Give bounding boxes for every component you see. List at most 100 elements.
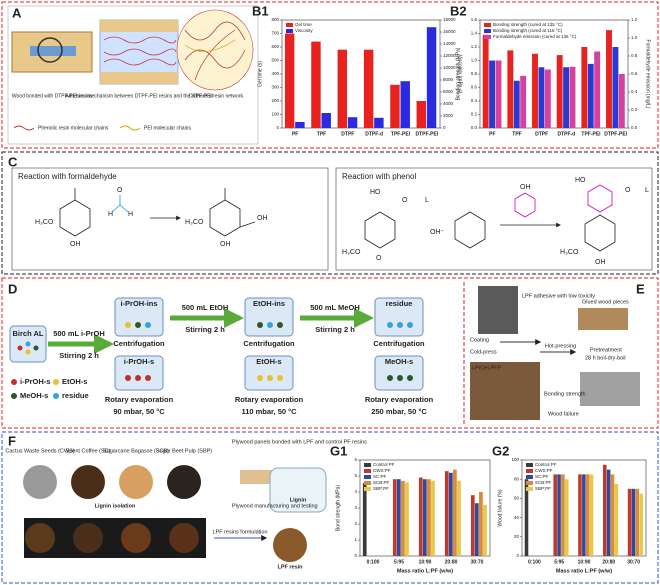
- x-tick-label: DTPF: [535, 131, 548, 137]
- chart-label: B1: [252, 3, 269, 18]
- bar: [538, 67, 545, 128]
- flow-label: MeOH-s: [385, 357, 413, 366]
- bar: [426, 27, 437, 129]
- f-label: Lignin isolation: [95, 503, 136, 509]
- legend-label: Viscosity: [295, 28, 313, 33]
- atom: OH: [70, 241, 81, 248]
- bar: [448, 472, 453, 556]
- y2-tick-label: 0.8: [631, 53, 638, 58]
- x-tick-label: 5:95: [554, 559, 564, 565]
- legend-label: Formaldehyde emission (cured at 135 °C): [493, 34, 577, 39]
- x-tick-label: 20:80: [445, 559, 458, 565]
- x-tick-label: PF: [489, 131, 495, 137]
- e-label: Glued wood pieces: [582, 299, 629, 305]
- y-axis-label: Gel time (s): [257, 61, 263, 87]
- y-tick-label: 700: [271, 31, 279, 36]
- e-label: Cold-press: [470, 349, 497, 355]
- flow-label: 90 mbar, 50 °C: [113, 407, 165, 416]
- y-axis-label: Bonding strength (MPa): [455, 47, 461, 100]
- bar: [295, 122, 305, 128]
- bar: [520, 75, 527, 128]
- x-tick-label: DTPF-d: [365, 131, 383, 137]
- bar: [594, 51, 601, 128]
- y-tick-label: 60: [514, 496, 520, 501]
- bar: [606, 469, 611, 556]
- legend-label: Control PF: [373, 462, 395, 467]
- e-label: Coating: [470, 337, 489, 343]
- legend-swatch: [286, 29, 293, 33]
- caption: Adhesion mechanism between DTPF-PEI resi…: [65, 93, 213, 99]
- legend-label: CWS:PF: [373, 468, 391, 473]
- legend-label: SCB:PF: [535, 480, 552, 485]
- y-tick-label: 6: [354, 457, 357, 462]
- bar: [390, 84, 400, 128]
- magnifier: [37, 37, 63, 63]
- y-tick-label: 3: [354, 505, 357, 510]
- bar: [401, 480, 405, 556]
- x-tick-label: DTPF-PEI: [604, 131, 627, 137]
- atom: H₃CO: [35, 219, 54, 226]
- bar: [392, 479, 397, 556]
- flow-label: EtOH-ins: [253, 299, 285, 308]
- flow-label: Stirring 2 h: [59, 351, 99, 360]
- resin-chains: [103, 36, 177, 66]
- y2-tick-label: 8000: [443, 77, 454, 82]
- y-tick-label: 0.0: [471, 125, 478, 130]
- y2-axis-label: Viscosity (mPa·s): [457, 55, 463, 94]
- y2-tick-label: 4000: [443, 101, 454, 106]
- e-label: 28 h boil-dry-boil: [585, 355, 626, 361]
- molecules: [59, 184, 616, 252]
- panel-label: A: [12, 5, 22, 20]
- e-label: Bonding strength: [544, 391, 586, 397]
- bar: [347, 117, 358, 128]
- flow-label: i-PrOH-s: [124, 357, 154, 366]
- bar: [495, 60, 502, 128]
- y2-tick-label: 6000: [443, 89, 454, 94]
- atom: L: [425, 197, 429, 204]
- bar: [444, 471, 449, 556]
- bar: [553, 474, 557, 556]
- y-tick-label: 80: [514, 476, 520, 481]
- y-tick-label: 100: [271, 112, 279, 117]
- x-tick-label: 0:100: [528, 559, 541, 565]
- y2-tick-label: 0.6: [631, 71, 638, 76]
- legend-label: Phenolic resin molecular chains: [38, 125, 109, 131]
- y-tick-label: 300: [271, 85, 279, 90]
- reaction-title: Reaction with formaldehyde: [18, 172, 117, 181]
- legend-label: Gel time: [295, 22, 312, 27]
- atom: O: [117, 187, 123, 194]
- e-label: Hot-pressing: [545, 343, 576, 349]
- legend-swatch: [13, 125, 35, 131]
- y-tick-label: 100: [511, 457, 519, 462]
- y-tick-label: 800: [271, 17, 279, 22]
- x-axis-label: Mass ratio L:PF (w/w): [556, 568, 612, 574]
- x-tick-label: DTPF-PEI: [415, 131, 438, 137]
- legend-label: SC:PF: [535, 474, 549, 479]
- bar: [337, 49, 348, 129]
- y2-tick-label: 1.0: [631, 35, 638, 40]
- legend-label: EtOH-s: [62, 377, 87, 386]
- legend-label: i-PrOH-s: [20, 377, 50, 386]
- bar: [405, 482, 409, 556]
- bar: [627, 488, 632, 556]
- bar: [582, 474, 586, 556]
- bar: [474, 503, 479, 556]
- bar: [489, 60, 496, 128]
- source-label: Cactus Waste Seeds (CWS): [5, 448, 74, 454]
- flow-label: 500 mL i-PrOH: [53, 329, 105, 338]
- flow-label: 250 mbar, 50 °C: [371, 407, 427, 416]
- x-tick-label: 5:95: [394, 559, 404, 565]
- y-tick-label: 4: [354, 489, 357, 494]
- y-tick-label: 400: [271, 71, 279, 76]
- panel-label: D: [8, 281, 17, 296]
- y-axis-label: Wood failure (%): [497, 489, 503, 526]
- legend-label: residue: [62, 391, 89, 400]
- atom: OH: [220, 241, 231, 248]
- atom: O: [625, 187, 631, 194]
- bar: [400, 81, 410, 128]
- y2-tick-label: 0.4: [631, 89, 638, 94]
- chart-label: G1: [330, 443, 347, 458]
- bar: [589, 474, 594, 556]
- legend-label: SBP:PF: [373, 486, 389, 491]
- x-tick-label: 0:100: [367, 559, 380, 565]
